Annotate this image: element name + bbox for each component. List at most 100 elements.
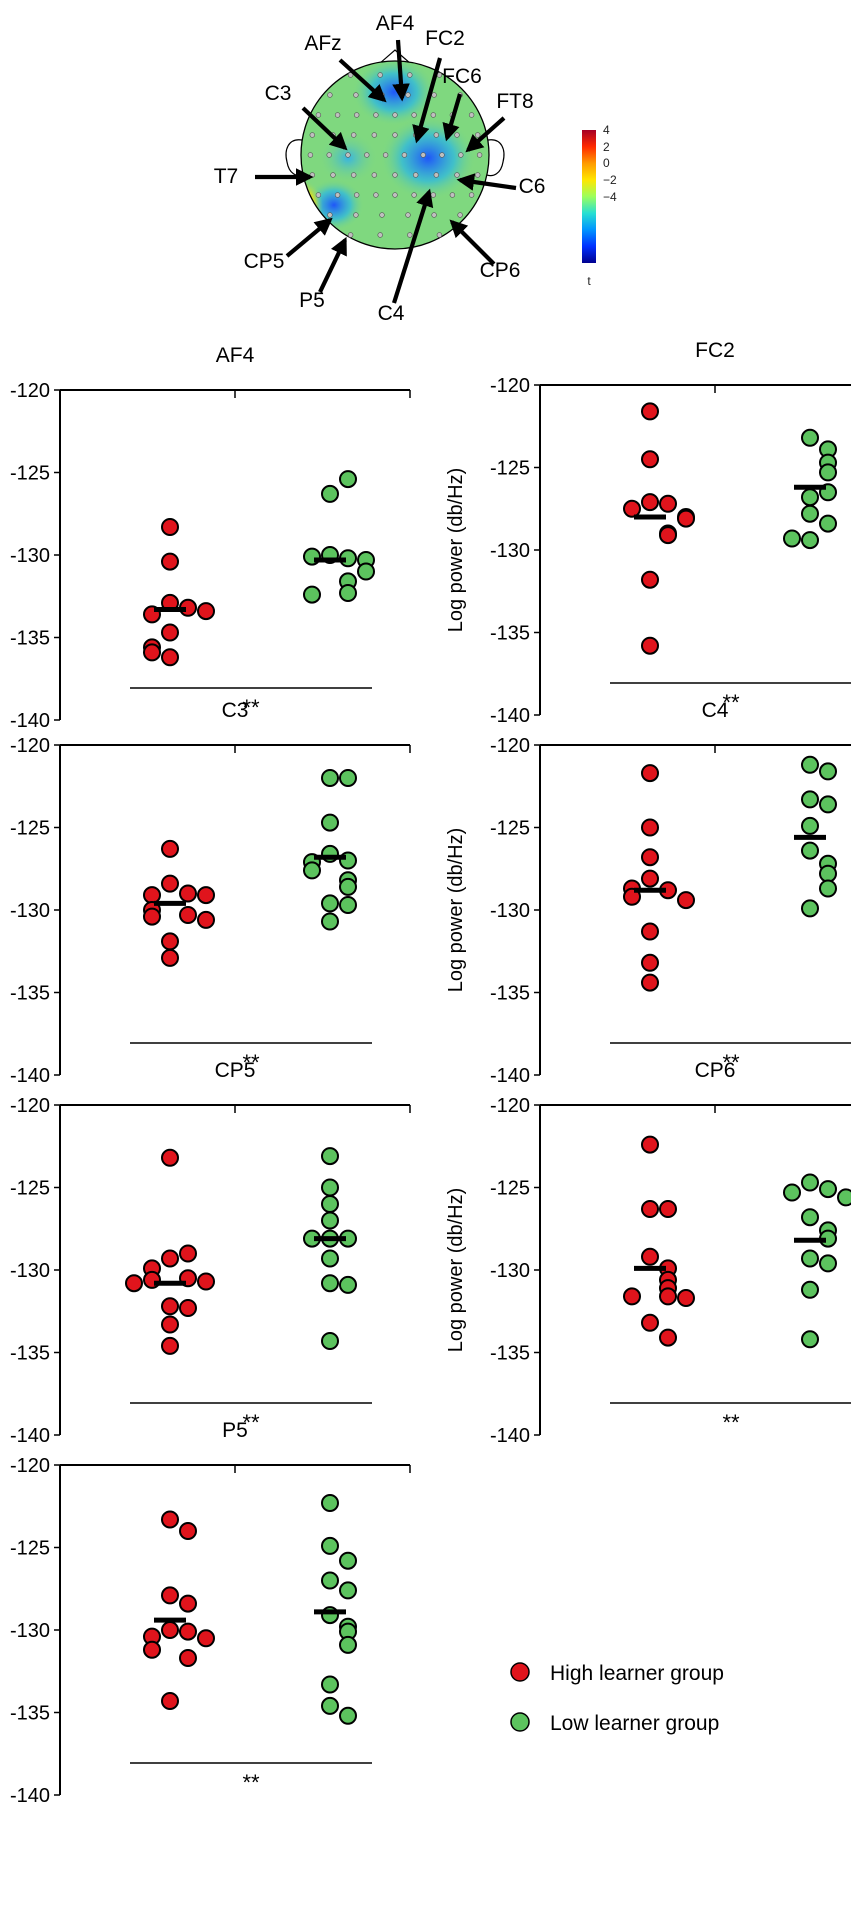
colorbar-tick-label: −4 [603, 190, 617, 204]
data-point [197, 1272, 215, 1291]
electrode-arrow-ft8 [465, 116, 506, 153]
electrode-arrow-af4 [392, 39, 410, 102]
y-tick-label: -120 [490, 1095, 530, 1117]
colorbar-tick-label: 4 [603, 123, 610, 137]
electrode-label-cp5: CP5 [244, 250, 285, 273]
data-point [641, 869, 659, 888]
data-point [357, 562, 375, 581]
high-learner-series [125, 1148, 215, 1355]
high-learner-series [623, 402, 695, 655]
data-point [321, 1274, 339, 1293]
y-axis-label: Log power (db/Hz) [445, 828, 467, 993]
data-point [339, 1551, 357, 1570]
significance-marker: ** [722, 1410, 740, 1435]
data-point [321, 1147, 339, 1166]
electrode-dot [439, 152, 445, 158]
colorbar-tick-label: 2 [603, 140, 610, 154]
electrode-arrow-fc2 [412, 57, 443, 144]
data-point [321, 1675, 339, 1694]
electrode-dot [430, 192, 436, 198]
data-point [677, 891, 695, 910]
data-point [179, 1299, 197, 1317]
y-tick-label: -120 [10, 735, 50, 757]
electrode-arrows [255, 39, 517, 304]
electrode-dot [475, 132, 481, 138]
data-point [837, 1188, 851, 1207]
panel-title: C3 [222, 699, 249, 722]
scatter-panels: AF4 -120 -125 -130 -135 -140 Log power (db/Hz)… [10, 339, 851, 1807]
data-point [303, 585, 321, 604]
data-point [161, 1336, 179, 1355]
electrode-dot [458, 152, 464, 158]
data-point [161, 874, 179, 893]
electrode-labels: AF4 AFz FC2 FC6 C3 FT8 T7 C6 CP5 CP6 P5 C4 [214, 12, 546, 325]
head-outline [300, 60, 490, 250]
data-point [197, 886, 215, 905]
electrode-label-ft8: FT8 [496, 90, 533, 113]
data-point [623, 887, 641, 906]
data-point [819, 463, 837, 482]
high-learner-series [143, 1510, 215, 1710]
electrode-dot [382, 152, 389, 158]
panel-title: P5 [222, 1419, 248, 1442]
y-tick-label: -130 [490, 900, 530, 922]
right-ear [486, 139, 505, 177]
y-tick-label: -130 [10, 900, 50, 922]
data-point [819, 1180, 837, 1199]
data-point [339, 584, 357, 602]
electrode-dot [433, 172, 439, 178]
electrode-dot [454, 172, 460, 178]
panel-title: CP6 [695, 1059, 736, 1082]
high-learner-series [623, 764, 695, 992]
electrode-dot [433, 132, 439, 138]
data-point [623, 1287, 641, 1306]
y-tick-label: -135 [10, 1703, 50, 1725]
data-point [641, 1200, 659, 1218]
data-point [339, 1706, 357, 1725]
y-tick-label: -140 [490, 1065, 530, 1087]
data-point [641, 953, 659, 972]
panel-c4: C4 -120 -125 -130 -135 -140 Log power (db/Hz) *… [445, 699, 851, 1087]
electrode-dot [436, 232, 443, 238]
y-tick-label: -120 [10, 1455, 50, 1477]
data-point [179, 1622, 197, 1641]
y-tick-label: -140 [490, 1425, 530, 1447]
data-point [801, 790, 819, 809]
electrode-dot [330, 172, 336, 178]
legend-high-label: High learner group [550, 1662, 724, 1685]
electrode-dot [392, 132, 398, 138]
electrode-label-fc6: FC6 [442, 65, 482, 88]
electrode-label-c4: C4 [378, 302, 405, 325]
electrode-dot [457, 212, 463, 218]
electrode-arrow-p5 [318, 236, 347, 293]
data-point [659, 1328, 677, 1347]
data-point [819, 879, 837, 898]
electrode-dot [377, 232, 383, 238]
y-tick-label: -130 [490, 540, 530, 562]
data-point [339, 769, 357, 787]
data-point [179, 1522, 197, 1540]
data-point [143, 907, 161, 926]
significance-marker: ** [242, 695, 260, 720]
data-point [161, 839, 179, 858]
electrode-dot [392, 192, 398, 198]
data-point [801, 531, 819, 550]
data-point [179, 884, 197, 903]
data-point [321, 894, 339, 913]
electrode-dot [476, 152, 483, 158]
data-point [801, 816, 819, 835]
data-point [801, 488, 819, 507]
data-point [303, 861, 321, 880]
y-tick-label: -130 [10, 1260, 50, 1282]
electrode-dot [392, 172, 398, 178]
electrode-dot [430, 112, 436, 118]
data-point [161, 552, 179, 571]
electrode-dot [405, 212, 411, 218]
significance-marker: ** [242, 1050, 260, 1075]
electrode-dot [347, 72, 354, 78]
electrode-dot [315, 112, 322, 118]
electrode-dot [354, 112, 360, 118]
